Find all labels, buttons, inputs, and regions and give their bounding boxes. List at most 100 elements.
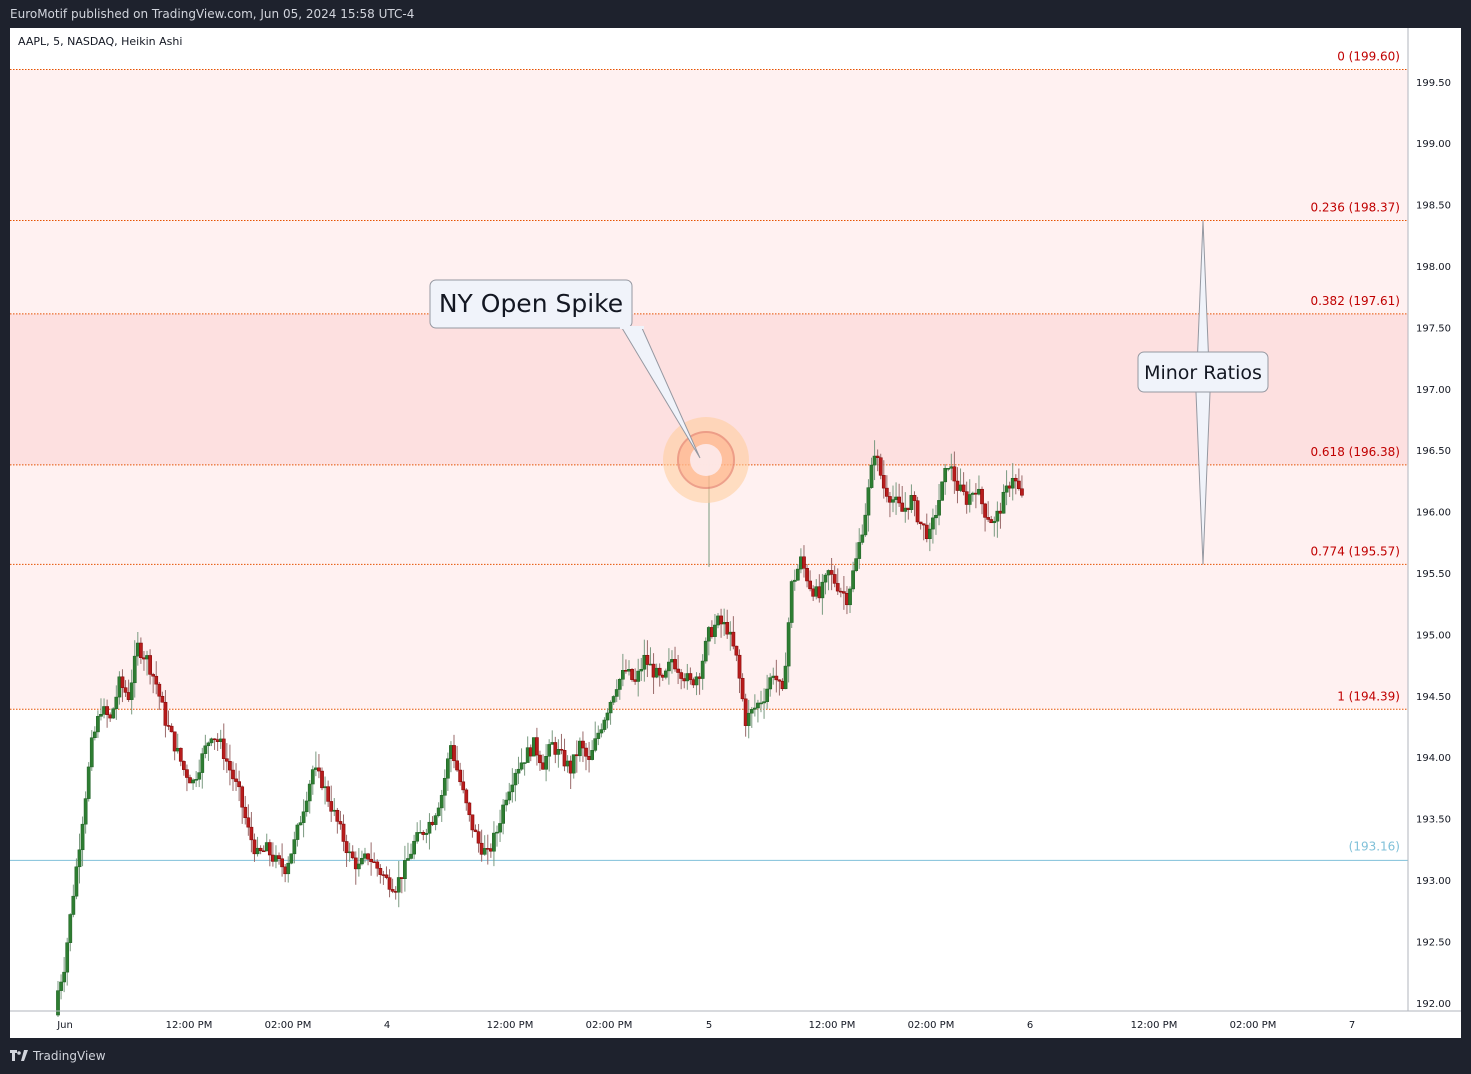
fib-label-0.382: 0.382 (197.61) [1310, 294, 1400, 308]
candle [80, 816, 85, 867]
candle [952, 451, 957, 494]
candle [476, 824, 481, 853]
candle-up [332, 809, 337, 812]
candle [467, 801, 472, 822]
y-tick: 196.50 [1416, 446, 1451, 457]
candle-up [713, 624, 717, 637]
candle [1017, 468, 1021, 491]
candle-down [212, 738, 217, 741]
candle-down [660, 674, 665, 678]
candle [786, 617, 791, 683]
candle [326, 780, 330, 807]
candle-up [706, 627, 711, 642]
candle-down [237, 781, 241, 788]
candle [980, 486, 984, 515]
candle [513, 769, 518, 802]
candle [842, 576, 846, 610]
tradingview-logo[interactable]: TradingView [10, 1049, 106, 1063]
candle-up [418, 832, 423, 834]
candle-up [931, 517, 935, 530]
candle [663, 668, 668, 680]
candle-down [808, 580, 812, 590]
candle-down [538, 754, 542, 764]
candle [522, 762, 527, 776]
candle [403, 845, 407, 892]
price-chart[interactable]: 0 (199.60) 0.236 (198.37) 0.382 (197.61) 0.… [10, 28, 1461, 1038]
candle-up [700, 660, 705, 679]
candle-up [175, 747, 180, 752]
candle-down [780, 680, 785, 690]
candle-up [756, 702, 760, 709]
candle [372, 852, 377, 864]
candle [774, 659, 779, 693]
candle-down [562, 750, 567, 767]
candle-up [347, 851, 352, 854]
candle [581, 731, 585, 763]
candle-up [304, 800, 309, 813]
candle-down [697, 676, 702, 679]
candle [151, 672, 156, 694]
candle-down [452, 745, 456, 762]
candle-down [108, 714, 113, 719]
candle-down [811, 588, 816, 597]
candle-down [774, 675, 779, 681]
candle-down [142, 657, 146, 660]
candle [667, 648, 671, 685]
candle-up [869, 464, 874, 488]
candle-up [446, 758, 450, 779]
candle [492, 821, 496, 867]
candle [501, 799, 505, 835]
candle-up [949, 466, 954, 469]
candle-down [691, 679, 696, 686]
candle-up [102, 706, 106, 715]
candle-down [120, 676, 125, 688]
candle-up [356, 863, 361, 870]
candle-up [753, 707, 757, 710]
y-tick: 194.50 [1416, 692, 1451, 703]
candle-up [424, 833, 429, 835]
candle-down [875, 455, 880, 458]
candle [304, 791, 309, 817]
candle-up [482, 848, 487, 855]
candle-up [114, 696, 119, 710]
candle-down [335, 809, 340, 822]
candle-down [624, 670, 628, 672]
candle-up [642, 654, 647, 670]
candle [390, 878, 395, 894]
candle [516, 756, 521, 785]
x-tick: 6 [1027, 1020, 1033, 1031]
candle [396, 860, 401, 908]
candle-up [71, 895, 76, 915]
candle [249, 811, 254, 853]
candle [96, 710, 100, 738]
y-tick: 198.50 [1416, 201, 1451, 212]
candle-up [433, 815, 438, 825]
candle-down [169, 725, 174, 733]
candle [746, 699, 751, 739]
candle-up [667, 661, 671, 672]
candle-up [685, 673, 690, 682]
candle-up [111, 708, 116, 719]
candle-down [918, 521, 923, 524]
y-tick: 194.00 [1416, 753, 1451, 764]
candle-down [924, 524, 929, 539]
candle-up [648, 663, 653, 666]
candle-up [510, 784, 515, 793]
x-tick: Jun [56, 1020, 73, 1031]
candle [713, 613, 717, 645]
candle-up [544, 755, 548, 770]
x-tick: 12:00 PM [809, 1020, 856, 1031]
candle [301, 799, 306, 838]
candle-down [470, 814, 475, 831]
candle-down [1020, 488, 1024, 496]
candle-up [59, 981, 63, 991]
chart-frame[interactable]: 0 (199.60) 0.236 (198.37) 0.382 (197.61) 0.… [10, 28, 1461, 1038]
candle [59, 974, 63, 1000]
candle [182, 760, 186, 776]
tradingview-brand: TradingView [33, 1049, 106, 1063]
candle-down [329, 801, 334, 812]
candle-down [172, 731, 177, 752]
candle-up [498, 823, 502, 833]
candle [596, 725, 601, 746]
candle [430, 816, 435, 827]
